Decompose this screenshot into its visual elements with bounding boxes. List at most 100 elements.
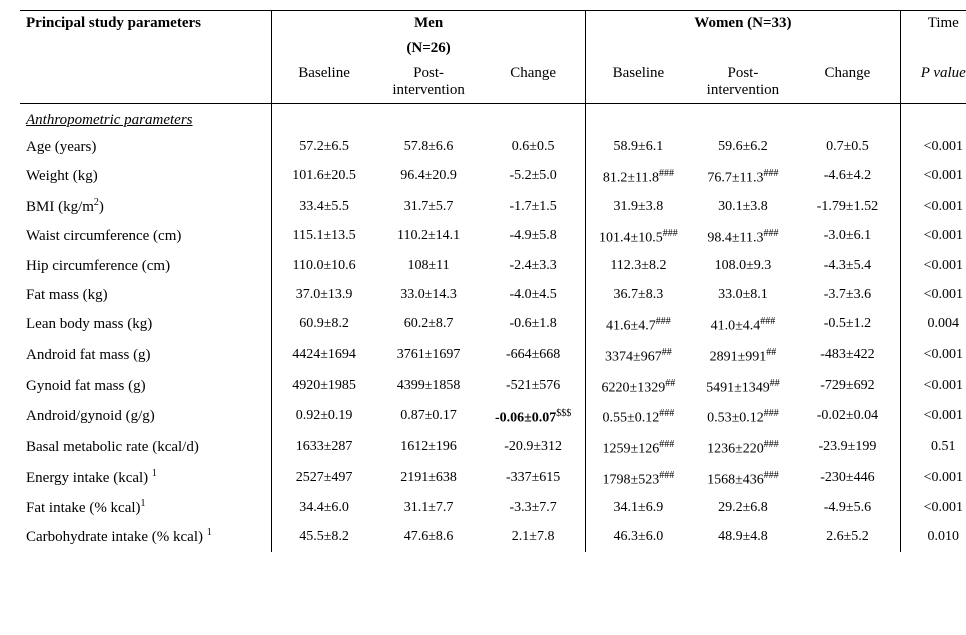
table-cell: -2.4±3.3: [481, 252, 586, 281]
table-row: Lean body mass (kg)60.9±8.260.2±8.7-0.6±…: [20, 310, 966, 341]
table-cell: 110.2±14.1: [376, 222, 481, 253]
param-label: Fat intake (% kcal)1: [20, 494, 271, 523]
table-row: Carbohydrate intake (% kcal) 145.5±8.247…: [20, 523, 966, 552]
table-row: Android fat mass (g)4424±16943761±1697-6…: [20, 341, 966, 372]
table-cell: <0.001: [900, 193, 966, 222]
table-cell: 33.4±5.5: [271, 193, 376, 222]
param-label: Carbohydrate intake (% kcal) 1: [20, 523, 271, 552]
table-cell: <0.001: [900, 162, 966, 193]
table-cell: 1236±220###: [691, 433, 796, 464]
table-cell: 2891±991##: [691, 341, 796, 372]
table-cell: 1798±523###: [586, 464, 691, 495]
table-cell: 41.0±4.4###: [691, 310, 796, 341]
table-row: Fat mass (kg)37.0±13.933.0±14.3-4.0±4.53…: [20, 281, 966, 310]
table-cell: 0.92±0.19: [271, 402, 376, 433]
table-cell: 31.1±7.7: [376, 494, 481, 523]
table-cell: 5491±1349##: [691, 372, 796, 403]
table-cell: 1633±287: [271, 433, 376, 464]
table-cell: 59.6±6.2: [691, 133, 796, 162]
table-cell: 110.0±10.6: [271, 252, 376, 281]
table-cell: -3.3±7.7: [481, 494, 586, 523]
table-row: Basal metabolic rate (kcal/d)1633±287161…: [20, 433, 966, 464]
table-row: Energy intake (kcal) 12527±4972191±638-3…: [20, 464, 966, 495]
param-label: Waist circumference (cm): [20, 222, 271, 253]
col-header-parameters: Principal study parameters: [20, 11, 271, 104]
param-label: Gynoid fat mass (g): [20, 372, 271, 403]
table-cell: -230±446: [795, 464, 900, 495]
table-cell: 0.53±0.12###: [691, 402, 796, 433]
table-cell: 60.2±8.7: [376, 310, 481, 341]
table-cell: 31.7±5.7: [376, 193, 481, 222]
study-parameters-table: Principal study parameters Men Women (N=…: [20, 10, 966, 552]
table-cell: <0.001: [900, 281, 966, 310]
table-cell: 115.1±13.5: [271, 222, 376, 253]
param-label: Fat mass (kg): [20, 281, 271, 310]
table-cell: <0.001: [900, 222, 966, 253]
table-cell: 1568±436###: [691, 464, 796, 495]
table-row: Android/gynoid (g/g)0.92±0.190.87±0.17-0…: [20, 402, 966, 433]
param-label: Basal metabolic rate (kcal/d): [20, 433, 271, 464]
col-sub-women-post: Post-intervention: [691, 61, 796, 103]
table-cell: 81.2±11.8###: [586, 162, 691, 193]
table-cell: -1.7±1.5: [481, 193, 586, 222]
table-cell: -1.79±1.52: [795, 193, 900, 222]
col-group-men-n: (N=26): [271, 36, 585, 61]
col-group-men: Men: [271, 11, 585, 37]
table-cell: 96.4±20.9: [376, 162, 481, 193]
param-label: Android/gynoid (g/g): [20, 402, 271, 433]
table-cell: -3.0±6.1: [795, 222, 900, 253]
table-cell: 1612±196: [376, 433, 481, 464]
table-cell: 34.1±6.9: [586, 494, 691, 523]
table-row: Waist circumference (cm)115.1±13.5110.2±…: [20, 222, 966, 253]
table-cell: 31.9±3.8: [586, 193, 691, 222]
table-cell: -4.3±5.4: [795, 252, 900, 281]
table-row: Gynoid fat mass (g)4920±19854399±1858-52…: [20, 372, 966, 403]
table-cell: 3761±1697: [376, 341, 481, 372]
table-cell: 37.0±13.9: [271, 281, 376, 310]
table-cell: 101.6±20.5: [271, 162, 376, 193]
table-cell: 1259±126###: [586, 433, 691, 464]
table-cell: -729±692: [795, 372, 900, 403]
table-cell: <0.001: [900, 402, 966, 433]
param-label: Age (years): [20, 133, 271, 162]
col-group-women: Women (N=33): [586, 11, 900, 62]
table-row: Hip circumference (cm)110.0±10.6108±11-2…: [20, 252, 966, 281]
table-cell: -23.9±199: [795, 433, 900, 464]
table-cell: <0.001: [900, 464, 966, 495]
param-label: Hip circumference (cm): [20, 252, 271, 281]
table-cell: -4.0±4.5: [481, 281, 586, 310]
table-cell: 33.0±8.1: [691, 281, 796, 310]
param-label: Energy intake (kcal) 1: [20, 464, 271, 495]
table-cell: -483±422: [795, 341, 900, 372]
table-cell: -521±576: [481, 372, 586, 403]
table-cell: 0.004: [900, 310, 966, 341]
table-row: Age (years)57.2±6.557.8±6.60.6±0.558.9±6…: [20, 133, 966, 162]
table-cell: -0.02±0.04: [795, 402, 900, 433]
table-cell: -4.9±5.8: [481, 222, 586, 253]
table-cell: 30.1±3.8: [691, 193, 796, 222]
table-cell: 45.5±8.2: [271, 523, 376, 552]
table-cell: 108±11: [376, 252, 481, 281]
table-cell: 47.6±8.6: [376, 523, 481, 552]
table-cell: -664±668: [481, 341, 586, 372]
table-cell: -0.06±0.07$$$: [481, 402, 586, 433]
table-cell: -0.6±1.8: [481, 310, 586, 341]
col-sub-women-baseline: Baseline: [586, 61, 691, 103]
table-cell: <0.001: [900, 133, 966, 162]
table-cell: -4.9±5.6: [795, 494, 900, 523]
table-cell: 6220±1329##: [586, 372, 691, 403]
col-header-time: Time: [900, 11, 966, 37]
table-cell: -3.7±3.6: [795, 281, 900, 310]
table-cell: 76.7±11.3###: [691, 162, 796, 193]
param-label: Weight (kg): [20, 162, 271, 193]
table-cell: 98.4±11.3###: [691, 222, 796, 253]
table-cell: 57.8±6.6: [376, 133, 481, 162]
section-row: Anthropometric parameters: [20, 104, 966, 134]
table-cell: 112.3±8.2: [586, 252, 691, 281]
table-cell: -4.6±4.2: [795, 162, 900, 193]
table-cell: 57.2±6.5: [271, 133, 376, 162]
table-cell: 0.87±0.17: [376, 402, 481, 433]
col-header-pvalue: P value: [900, 61, 966, 103]
table-row: Weight (kg)101.6±20.596.4±20.9-5.2±5.081…: [20, 162, 966, 193]
table-cell: 29.2±6.8: [691, 494, 796, 523]
